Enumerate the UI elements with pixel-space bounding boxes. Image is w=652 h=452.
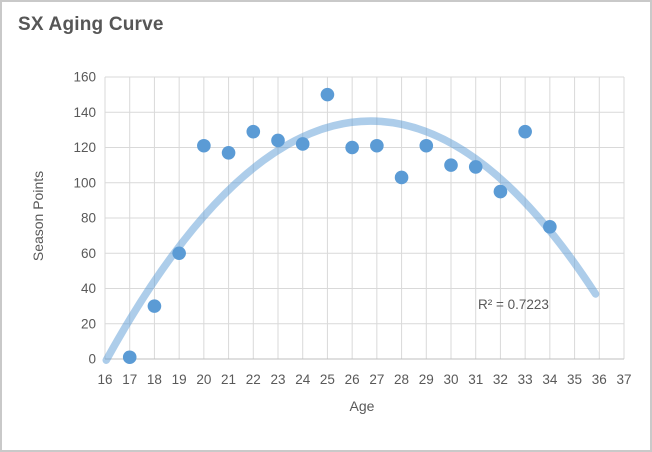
y-axis-tick-label: 160	[73, 70, 96, 85]
r-squared-annotation: R² = 0.7223	[478, 297, 549, 312]
x-axis-tick-label: 20	[196, 372, 211, 387]
scatter-point[interactable]	[320, 87, 335, 102]
x-axis-tick-label: 25	[320, 372, 335, 387]
x-axis-tick-label: 18	[147, 372, 162, 387]
x-axis-tick-label: 24	[295, 372, 311, 387]
scatter-point[interactable]	[221, 145, 236, 160]
x-axis-tick-label: 29	[419, 372, 434, 387]
x-axis-tick-label: 27	[369, 372, 384, 387]
x-axis-tick-label: 19	[172, 372, 187, 387]
x-axis-tick-label: 16	[97, 372, 112, 387]
scatter-point[interactable]	[122, 350, 137, 365]
scatter-point[interactable]	[295, 137, 310, 151]
scatter-point[interactable]	[370, 138, 384, 153]
x-axis-tick-label: 21	[221, 372, 236, 387]
x-axis-tick-label: 22	[246, 372, 261, 387]
y-axis-tick-label: 0	[88, 352, 96, 367]
scatter-point[interactable]	[468, 160, 483, 174]
x-axis-tick-label: 31	[468, 372, 483, 387]
scatter-point[interactable]	[271, 133, 285, 148]
scatter-point[interactable]	[444, 158, 458, 172]
y-axis-tick-label: 80	[81, 211, 96, 226]
x-axis-tick-label: 37	[616, 372, 631, 387]
scatter-point[interactable]	[197, 138, 211, 153]
scatter-point[interactable]	[394, 170, 409, 185]
x-axis-tick-label: 17	[122, 372, 137, 387]
x-axis-title: Age	[349, 398, 375, 414]
scatter-point[interactable]	[345, 140, 359, 155]
scatter-point[interactable]	[518, 124, 532, 139]
y-axis-tick-label: 100	[73, 175, 96, 190]
y-axis-tick-label: 40	[81, 281, 96, 296]
scatter-point[interactable]	[246, 124, 261, 139]
y-axis-title: Season Points	[30, 170, 46, 262]
scatter-point[interactable]	[543, 220, 557, 234]
x-axis-tick-label: 23	[270, 372, 285, 387]
chart-title: SX Aging Curve	[18, 14, 164, 35]
scatter-point[interactable]	[493, 184, 508, 199]
x-axis-tick-label: 26	[345, 372, 360, 387]
x-axis-tick-label: 30	[443, 372, 458, 387]
scatter-point[interactable]	[147, 299, 162, 313]
x-axis-tick-label: 35	[567, 372, 582, 387]
x-axis-tick-label: 34	[542, 372, 558, 387]
y-axis-tick-label: 20	[81, 316, 96, 331]
x-axis-tick-label: 28	[394, 372, 409, 387]
scatter-point[interactable]	[419, 138, 434, 153]
scatter-point[interactable]	[172, 246, 186, 261]
y-axis-tick-label: 60	[81, 246, 96, 261]
y-axis-tick-label: 140	[73, 105, 96, 120]
y-axis-tick-label: 120	[73, 140, 96, 155]
x-axis-tick-label: 36	[592, 372, 607, 387]
x-axis-tick-label: 33	[518, 372, 533, 387]
x-axis-tick-label: 32	[493, 372, 508, 387]
